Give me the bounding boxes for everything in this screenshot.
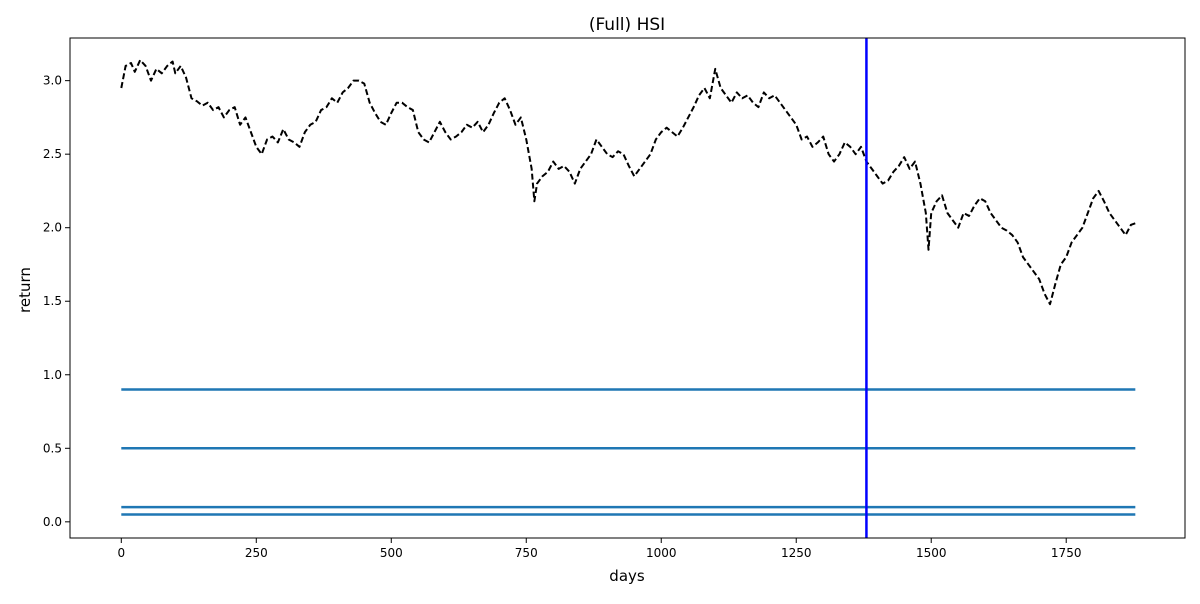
x-axis-title: days — [609, 567, 645, 585]
y-tick-label-2.5: 2.5 — [43, 147, 62, 161]
y-tick-label-0: 0.0 — [43, 515, 62, 529]
chart-title: (Full) HSI — [589, 15, 665, 35]
x-tick-label-250: 250 — [245, 546, 268, 560]
plot-area: 0 250 500 750 1000 1250 1500 1750 0.0 0.5 1.0 1.5 2.… — [43, 37, 1186, 560]
x-tick-label-1500: 1500 — [916, 546, 947, 560]
return-series-line-0 — [120, 59, 1136, 306]
y-tick-label-0.5: 0.5 — [43, 441, 62, 455]
x-tick-label-0: 0 — [117, 546, 125, 560]
x-tick-label-500: 500 — [380, 546, 403, 560]
y-tick-label-1.5: 1.5 — [43, 294, 62, 308]
y-axis-title: return — [16, 267, 34, 313]
y-tick-label-3: 3.0 — [43, 74, 62, 88]
x-tick-label-750: 750 — [515, 546, 538, 560]
y-tick-label-1: 1.0 — [43, 368, 62, 382]
plot-frame — [69, 37, 1186, 539]
x-tick-label-1750: 1750 — [1051, 546, 1082, 560]
x-tick-label-1250: 1250 — [781, 546, 812, 560]
x-tick-label-1000: 1000 — [646, 546, 677, 560]
y-tick-label-2: 2.0 — [43, 221, 62, 235]
